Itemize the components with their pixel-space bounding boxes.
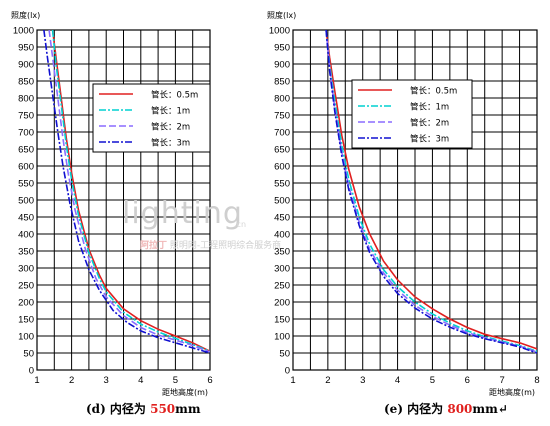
chart-right-ytick-label: 500: [274, 196, 290, 207]
chart-right-legend-label-3: 管长：2m: [410, 118, 449, 129]
chart-left-ytick-label: 150: [18, 315, 34, 326]
chart-right-xtick-label: 7: [499, 375, 504, 386]
chart-left-ytick-label: 350: [18, 247, 34, 258]
caption-right-unit: mm↵: [472, 402, 508, 416]
chart-right-ytick-label: 250: [274, 281, 290, 292]
chart-right-ytick-label: 900: [274, 60, 290, 71]
chart-left-ytick-label: 600: [18, 162, 34, 173]
chart-right-ytick-label: 600: [274, 162, 290, 173]
chart-right-xtick-label: 1: [290, 375, 295, 386]
chart-left-ytick-label: 550: [18, 179, 34, 190]
chart-right-ytick-label: 850: [274, 77, 290, 88]
chart-left-ytick-label: 650: [18, 145, 34, 156]
chart-right-xtick-label: 4: [395, 375, 400, 386]
chart-right-ytick-label: 800: [274, 94, 290, 105]
chart-left-ytick-label: 900: [18, 60, 34, 71]
caption-left-unit: mm: [175, 402, 201, 416]
chart-left-xlabel: 距地高度(m): [162, 387, 208, 397]
caption-right-prefix: (e) 内径为: [384, 402, 448, 416]
chart-right-xtick-label: 2: [325, 375, 330, 386]
chart-left-legend-label-1: 管长：0.5m: [151, 90, 198, 101]
chart-right-ytick-label: 450: [274, 213, 290, 224]
chart-left-xtick-label: 5: [173, 375, 178, 386]
chart-left-ytick-label: 0: [29, 366, 34, 377]
chart-right-xtick-label: 3: [360, 375, 365, 386]
chart-left-ytick-label: 450: [18, 213, 34, 224]
chart-right-ytick-label: 0: [285, 366, 290, 377]
chart-right-ytick-label: 550: [274, 179, 290, 190]
chart-right-plot-frame: [292, 29, 538, 371]
chart-right-series-line-4: [325, 30, 537, 354]
chart-left-plot-frame: [36, 29, 211, 371]
chart-left-ytick-label: 400: [18, 230, 34, 241]
chart-left-ytick-label: 250: [18, 281, 34, 292]
chart-left-legend-label-2: 管长：1m: [151, 106, 190, 117]
chart-right-xlabel: 距地高度(m): [489, 387, 535, 397]
chart-left-series-line-3: [48, 30, 210, 353]
chart-right-ytick-label: 650: [274, 145, 290, 156]
chart-left-ytick-label: 100: [18, 332, 34, 343]
chart-left-ytick-label: 300: [18, 264, 34, 275]
chart-left-ylabel: 照度(lx): [11, 10, 40, 20]
chart-left-ytick-label: 850: [18, 77, 34, 88]
chart-left-xtick-label: 6: [207, 375, 212, 386]
chart-left-ytick-label: 200: [18, 298, 34, 309]
chart-right-ytick-label: 50: [279, 349, 290, 360]
chart-left-xtick-label: 2: [69, 375, 74, 386]
chart-right-ytick-label: 700: [274, 128, 290, 139]
chart-right-ytick-label: 100: [274, 332, 290, 343]
chart-right-ytick-label: 1000: [269, 26, 290, 37]
chart-left-ytick-label: 750: [18, 111, 34, 122]
chart-right-xtick-label: 8: [534, 375, 539, 386]
chart-left-series-line-2: [51, 30, 210, 353]
chart-left-series-line-1: [51, 30, 210, 353]
caption-left-value: 550: [150, 402, 176, 416]
chart-left-ytick-label: 50: [23, 349, 34, 360]
chart-left-ytick-label: 1000: [13, 26, 34, 37]
chart-right-legend-label-2: 管长：1m: [410, 102, 449, 113]
chart-right-ytick-label: 350: [274, 247, 290, 258]
chart-right-xtick-label: 6: [465, 375, 470, 386]
chart-left-ytick-label: 800: [18, 94, 34, 105]
chart-left-series-line-4: [43, 30, 210, 354]
chart-left-legend: [92, 83, 211, 153]
chart-left-xtick-label: 1: [34, 375, 39, 386]
chart-right-ytick-label: 750: [274, 111, 290, 122]
chart-right-xtick-label: 5: [430, 375, 435, 386]
chart-right-ytick-label: 300: [274, 264, 290, 275]
chart-right-legend: [351, 79, 473, 149]
chart-right-series-line-2: [325, 30, 537, 353]
chart-right-ylabel: 照度(lx): [267, 10, 296, 20]
caption-right: (e) 内径为 800mm↵: [384, 400, 508, 417]
chart-left-legend-label-4: 管长：3m: [151, 138, 190, 149]
chart-left-ytick-label: 500: [18, 196, 34, 207]
caption-left: (d) 内径为 550mm: [86, 400, 201, 417]
chart-left-legend-label-3: 管长：2m: [151, 122, 190, 133]
chart-left-ytick-label: 950: [18, 43, 34, 54]
chart-left-ytick-label: 700: [18, 128, 34, 139]
chart-right-series-line-3: [325, 30, 537, 353]
caption-right-value: 800: [447, 402, 473, 416]
chart-right: 0 50 100 150 200 250 300 350 400 450 500 550 600 650 7…: [267, 10, 540, 397]
chart-right-legend-label-1: 管长：0.5m: [410, 86, 457, 97]
chart-left-xtick-label: 3: [104, 375, 109, 386]
chart-left-xtick-label: 4: [138, 375, 143, 386]
chart-right-ytick-label: 950: [274, 43, 290, 54]
chart-left: 0 50 100 150 200 250 300 350 400 450 500 550 600 650 7…: [11, 10, 213, 397]
chart-right-legend-label-4: 管长：3m: [410, 134, 449, 145]
chart-right-ytick-label: 200: [274, 298, 290, 309]
caption-left-prefix: (d) 内径为: [86, 402, 151, 416]
chart-right-ytick-label: 150: [274, 315, 290, 326]
chart-right-ytick-label: 400: [274, 230, 290, 241]
chart-right-series-line-1: [325, 30, 537, 350]
